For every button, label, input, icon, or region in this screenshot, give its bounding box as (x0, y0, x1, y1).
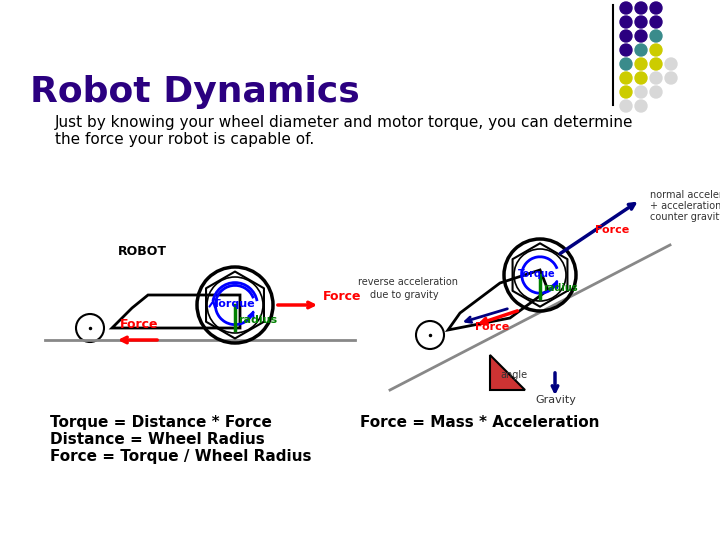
Circle shape (665, 72, 677, 84)
Text: Torque: Torque (213, 299, 256, 309)
Text: Gravity: Gravity (535, 395, 576, 405)
Circle shape (650, 86, 662, 98)
Circle shape (620, 100, 632, 112)
Text: Force: Force (120, 318, 158, 331)
Text: counter gravity: counter gravity (650, 212, 720, 222)
Circle shape (620, 16, 632, 28)
Text: angle: angle (500, 370, 527, 380)
Polygon shape (112, 295, 240, 328)
Circle shape (620, 72, 632, 84)
Circle shape (650, 2, 662, 14)
Circle shape (620, 44, 632, 56)
Circle shape (635, 58, 647, 70)
Circle shape (620, 2, 632, 14)
Circle shape (620, 86, 632, 98)
Circle shape (650, 16, 662, 28)
Text: Force: Force (475, 322, 509, 332)
Circle shape (635, 16, 647, 28)
Circle shape (635, 100, 647, 112)
Text: Robot Dynamics: Robot Dynamics (30, 75, 360, 109)
Polygon shape (448, 270, 548, 330)
Text: ROBOT: ROBOT (118, 245, 167, 258)
Text: + acceleration to: + acceleration to (650, 201, 720, 211)
Text: Just by knowing your wheel diameter and motor torque, you can determine: Just by knowing your wheel diameter and … (55, 115, 634, 130)
Text: normal acceleration: normal acceleration (650, 190, 720, 200)
Text: Torque = Distance * Force: Torque = Distance * Force (50, 415, 272, 430)
Circle shape (635, 2, 647, 14)
Text: reverse acceleration: reverse acceleration (358, 277, 458, 287)
Circle shape (635, 30, 647, 42)
Circle shape (650, 72, 662, 84)
Circle shape (635, 44, 647, 56)
Text: Force: Force (323, 290, 361, 303)
Circle shape (665, 58, 677, 70)
Circle shape (650, 58, 662, 70)
Text: radius: radius (238, 315, 277, 325)
Text: Force = Torque / Wheel Radius: Force = Torque / Wheel Radius (50, 449, 312, 464)
Text: the force your robot is capable of.: the force your robot is capable of. (55, 132, 314, 147)
Polygon shape (490, 355, 525, 390)
Circle shape (635, 72, 647, 84)
Text: due to gravity: due to gravity (370, 290, 438, 300)
Circle shape (620, 58, 632, 70)
Circle shape (650, 30, 662, 42)
Text: Distance = Wheel Radius: Distance = Wheel Radius (50, 432, 265, 447)
Text: Force: Force (595, 225, 629, 235)
Circle shape (650, 44, 662, 56)
Circle shape (635, 86, 647, 98)
Text: Torque: Torque (518, 269, 556, 279)
Text: radius: radius (543, 283, 577, 293)
Circle shape (620, 30, 632, 42)
Text: Force = Mass * Acceleration: Force = Mass * Acceleration (360, 415, 600, 430)
